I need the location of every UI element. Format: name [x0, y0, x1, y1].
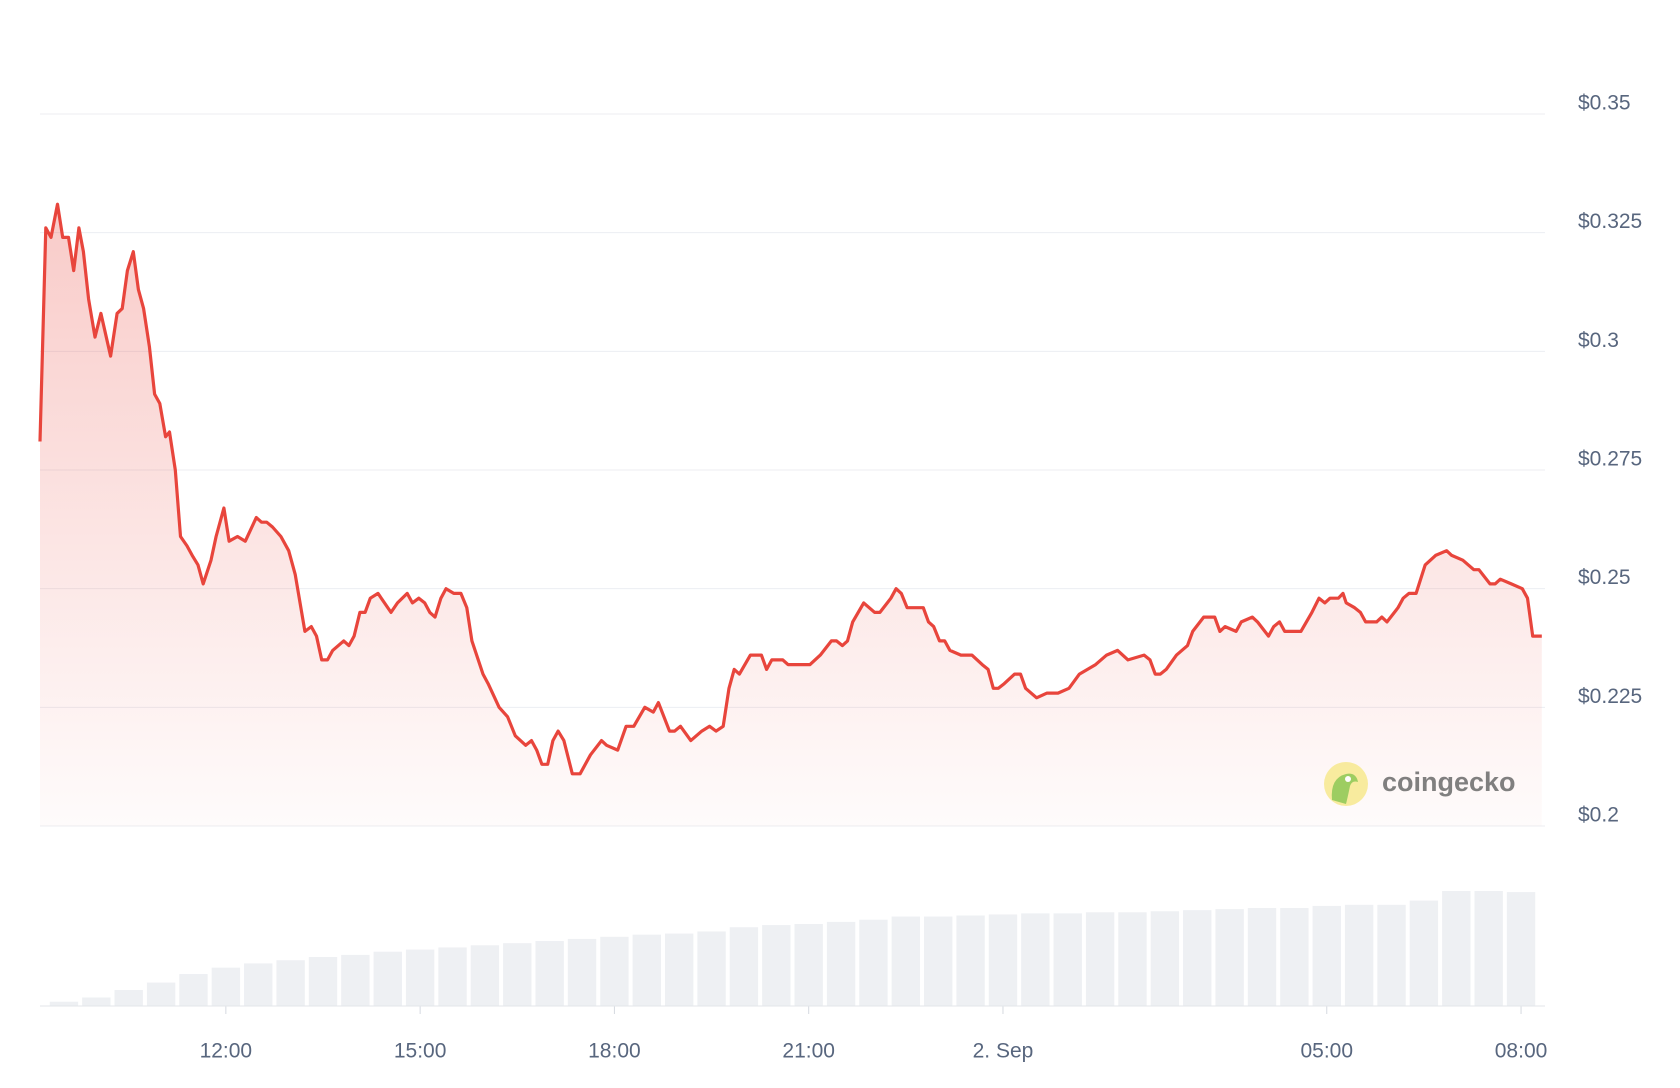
- volume-bar: [276, 960, 305, 1006]
- volume-bar: [1506, 892, 1536, 1006]
- watermark: coingecko: [1324, 762, 1516, 806]
- volume-bar: [956, 915, 985, 1006]
- volume-bars: [49, 891, 1536, 1006]
- price-line: [38, 202, 1542, 776]
- volume-bar: [373, 951, 402, 1006]
- volume-bar: [859, 919, 888, 1006]
- volume-bar: [438, 947, 467, 1006]
- y-tick-label: $0.225: [1578, 685, 1642, 708]
- y-tick-label: $0.275: [1578, 448, 1642, 471]
- volume-bar: [49, 1001, 79, 1006]
- volume-bar: [794, 924, 823, 1006]
- logo-eye: [1345, 776, 1351, 782]
- x-tick-label: 21:00: [782, 1040, 835, 1063]
- volume-bar: [988, 914, 1018, 1006]
- volume-bar: [146, 982, 176, 1006]
- volume-bar: [1409, 900, 1439, 1006]
- volume-bar: [82, 997, 111, 1006]
- logo-gecko: [1331, 773, 1358, 804]
- volume-bar: [826, 921, 856, 1006]
- brand: coingecko: [1382, 767, 1516, 797]
- volume-bar: [1344, 904, 1374, 1006]
- y-tick-label: $0.325: [1578, 210, 1642, 233]
- x-tick-label: 08:00: [1495, 1040, 1548, 1063]
- x-tick-label: 12:00: [200, 1040, 253, 1063]
- volume-bar: [632, 934, 661, 1006]
- volume-bar: [600, 936, 629, 1006]
- volume-bar: [1053, 913, 1082, 1006]
- x-tick-label: 18:00: [588, 1040, 641, 1063]
- volume-bar: [1474, 891, 1503, 1006]
- price-line: [38, 202, 1542, 826]
- volume-bar: [1377, 904, 1406, 1006]
- y-tick-label: $0.25: [1578, 566, 1631, 589]
- axes: $0.2 $0.225 $0.25 $0.275 $0.3 $0.325 $0.35 12:0…: [40, 92, 1642, 1063]
- volume-bar: [1442, 891, 1471, 1006]
- volume-bar: [470, 945, 500, 1006]
- volume-bar: [503, 943, 532, 1006]
- volume-bar: [1312, 905, 1341, 1006]
- volume-bar: [179, 974, 208, 1006]
- volume-bar: [1247, 908, 1277, 1006]
- volume-bar: [697, 931, 726, 1006]
- x-tick-label: 15:00: [394, 1040, 447, 1063]
- volume-bar: [211, 967, 241, 1006]
- volume-bar: [924, 916, 953, 1006]
- volume-bar: [1150, 911, 1180, 1006]
- volume-bar: [567, 938, 597, 1006]
- volume-bar: [762, 925, 791, 1006]
- volume-bar: [729, 927, 759, 1006]
- volume-bar: [891, 916, 921, 1006]
- volume-bar: [1085, 912, 1115, 1006]
- volume-bar: [1118, 912, 1147, 1006]
- volume-bar: [405, 949, 435, 1006]
- volume-bar: [1280, 908, 1309, 1006]
- y-tick-label: $0.35: [1578, 92, 1631, 115]
- y-tick-label: $0.3: [1578, 329, 1619, 352]
- volume-bar: [114, 990, 143, 1006]
- volume-bar: [244, 963, 273, 1006]
- volume-bar: [535, 941, 564, 1006]
- volume-bar: [664, 933, 694, 1006]
- price-area: [40, 204, 1542, 826]
- volume-bar: [1183, 910, 1212, 1006]
- y-tick-label: $0.2: [1578, 804, 1619, 827]
- volume-bar: [1021, 913, 1050, 1006]
- volume-bar: [341, 954, 370, 1006]
- volume-bar: [1215, 909, 1244, 1006]
- x-tick-label: 05:00: [1300, 1040, 1353, 1063]
- volume-bar: [308, 957, 338, 1006]
- x-tick-label: 2. Sep: [973, 1040, 1034, 1063]
